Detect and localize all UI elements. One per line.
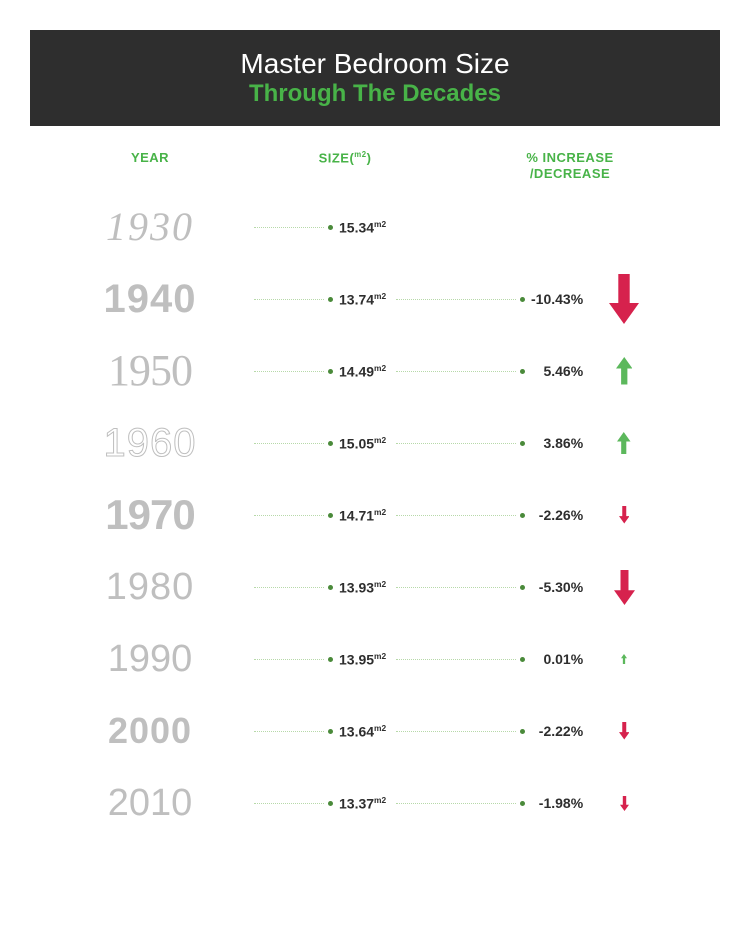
leader-dots	[396, 443, 516, 444]
table-row: 1950 14.49m2 5.46%	[50, 335, 700, 407]
col-size: SIZE(m2)	[250, 150, 440, 181]
leader-dots	[396, 371, 516, 372]
table-row: 1940 13.74m2 -10.43%	[50, 263, 700, 335]
col-pct-l1: % INCREASE	[526, 150, 613, 165]
leader-dots	[254, 515, 324, 516]
year-label: 1980	[50, 568, 250, 606]
leader-dots	[254, 587, 324, 588]
size-value: 13.74m2	[333, 291, 392, 308]
arrow-cell	[589, 432, 659, 455]
pct-value: -2.22%	[525, 723, 589, 739]
table-row: 1960 15.05m2 3.86%	[50, 407, 700, 479]
year-label: 2010	[50, 784, 250, 822]
size-value: 14.49m2	[333, 363, 392, 380]
table-row: 1980 13.93m2 -5.30%	[50, 551, 700, 623]
leader-dots	[254, 659, 324, 660]
year-label: 1960	[50, 423, 250, 463]
col-year: YEAR	[50, 150, 250, 181]
table-row: 1990 13.95m2 0.01%	[50, 623, 700, 695]
header: Master Bedroom Size Through The Decades	[30, 30, 720, 126]
arrow-cell	[589, 796, 659, 811]
size-value: 13.37m2	[333, 795, 392, 812]
arrow-up-icon	[621, 654, 627, 664]
col-size-unit: m2	[354, 150, 366, 159]
leader-dots	[396, 587, 516, 588]
leader-dots	[254, 443, 324, 444]
size-value: 15.34m2	[333, 219, 392, 236]
table-row: 1970 14.71m2 -2.26%	[50, 479, 700, 551]
header-subtitle: Through The Decades	[30, 80, 720, 108]
leader-dots	[396, 803, 516, 804]
year-label: 1990	[50, 640, 250, 678]
arrow-cell	[589, 506, 659, 524]
arrow-up-icon	[617, 432, 631, 455]
table-row: 2010 13.37m2 -1.98%	[50, 767, 700, 839]
arrow-down-icon	[620, 796, 629, 811]
header-title: Master Bedroom Size	[30, 48, 720, 80]
size-value: 13.93m2	[333, 579, 392, 596]
arrow-cell	[589, 357, 659, 385]
year-label: 1970	[50, 494, 250, 536]
leader-dots	[254, 731, 324, 732]
pct-value: 3.86%	[525, 435, 589, 451]
arrow-cell	[589, 274, 659, 324]
arrow-down-icon	[609, 274, 639, 324]
year-label: 2000	[50, 713, 250, 749]
arrow-cell	[589, 654, 659, 664]
pct-value: 0.01%	[525, 651, 589, 667]
leader-dots	[254, 803, 324, 804]
arrow-down-icon	[619, 722, 630, 740]
size-value: 13.95m2	[333, 651, 392, 668]
col-pct-l2: /DECREASE	[530, 166, 610, 181]
leader-dots	[254, 227, 324, 228]
arrow-cell	[589, 570, 659, 605]
size-value: 13.64m2	[333, 723, 392, 740]
arrow-cell	[589, 722, 659, 740]
arrow-up-icon	[616, 357, 633, 385]
size-value: 14.71m2	[333, 507, 392, 524]
leader-dots	[396, 731, 516, 732]
leader-dots	[396, 659, 516, 660]
leader-dots	[254, 371, 324, 372]
pct-value: -5.30%	[525, 579, 589, 595]
pct-value: 5.46%	[525, 363, 589, 379]
col-size-prefix: SIZE(	[319, 150, 355, 165]
leader-dots	[396, 299, 516, 300]
year-label: 1930	[50, 207, 250, 247]
size-value: 15.05m2	[333, 435, 392, 452]
leader-dots	[254, 299, 324, 300]
table-row: 2000 13.64m2 -2.22%	[50, 695, 700, 767]
table-row: 1930 15.34m2	[50, 191, 700, 263]
year-label: 1940	[50, 279, 250, 319]
arrow-down-icon	[619, 506, 630, 524]
pct-value: -10.43%	[525, 291, 589, 307]
leader-dots	[396, 515, 516, 516]
col-pct: % INCREASE /DECREASE	[440, 150, 700, 181]
year-label: 1950	[50, 349, 250, 393]
arrow-down-icon	[614, 570, 635, 605]
pct-value: -1.98%	[525, 795, 589, 811]
col-size-suffix: )	[367, 150, 372, 165]
column-headers: YEAR SIZE(m2) % INCREASE /DECREASE	[50, 150, 700, 181]
pct-value: -2.26%	[525, 507, 589, 523]
data-rows: 1930 15.34m2 1940 13.74m2 -10.43% 1950 14.49m2…	[50, 191, 700, 839]
